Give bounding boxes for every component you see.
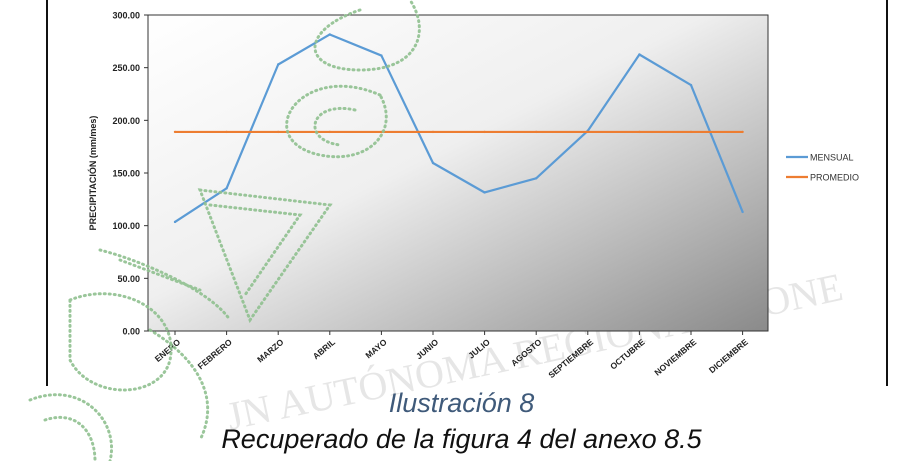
y-tick-label: 300.00: [112, 11, 140, 21]
data-point-promedio: [535, 130, 538, 134]
right-page-rule: [886, 0, 888, 386]
data-point-mensual: [225, 187, 228, 190]
x-tick-label: ABRIL: [311, 337, 337, 361]
data-point-promedio: [689, 130, 693, 134]
x-tick-label: FEBRERO: [196, 337, 235, 372]
figure-caption-title: Ilustración 8: [388, 388, 535, 418]
data-point-mensual: [173, 220, 177, 224]
watermark-seal: [28, 0, 421, 461]
y-tick-label: 250.00: [112, 63, 140, 73]
data-point-mensual: [483, 191, 486, 194]
data-point-promedio: [225, 130, 228, 134]
y-tick-label: 150.00: [112, 169, 140, 179]
data-point-mensual: [741, 210, 744, 214]
data-point-mensual: [277, 63, 280, 66]
data-point-mensual: [535, 177, 538, 180]
series-line-mensual: [174, 33, 744, 223]
data-point-promedio: [638, 130, 641, 134]
data-point-promedio: [586, 130, 589, 134]
data-point-mensual: [431, 161, 435, 165]
data-point-promedio: [277, 130, 280, 134]
left-page-rule: [46, 0, 48, 386]
y-tick-label: 0.00: [122, 327, 140, 337]
figure-caption-subtitle: Recuperado de la figura 4 del anexo 8.5: [221, 424, 702, 454]
legend-label: MENSUAL: [810, 153, 854, 163]
data-point-promedio: [328, 130, 331, 134]
legend-label: PROMEDIO: [810, 173, 859, 183]
x-tick-label: DICIEMBRE: [707, 337, 750, 376]
y-axis-label: PRECIPITACIÓN (mm/mes): [87, 116, 98, 231]
data-point-mensual: [638, 53, 641, 56]
x-tick-label: MARZO: [255, 337, 286, 365]
y-tick-label: 200.00: [112, 116, 140, 126]
data-point-mensual: [380, 54, 383, 57]
data-point-promedio: [741, 130, 744, 134]
y-tick-label: 50.00: [117, 274, 140, 284]
data-point-mensual: [328, 33, 331, 36]
y-tick-label: 100.00: [112, 221, 140, 231]
data-point-promedio: [431, 130, 435, 134]
data-point-promedio: [483, 130, 486, 134]
data-point-promedio: [173, 130, 177, 134]
plot-area: [147, 14, 769, 332]
data-point-mensual: [689, 83, 693, 87]
x-tick-label: MAYO: [363, 337, 389, 361]
